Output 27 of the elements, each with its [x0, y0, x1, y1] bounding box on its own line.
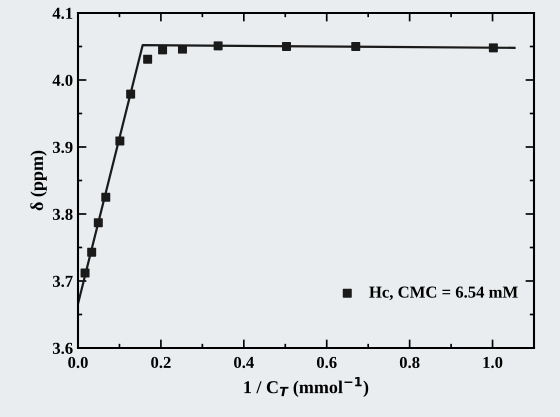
y-tick-label: 3.8 — [52, 208, 73, 220]
y-tick-label: 4.1 — [52, 8, 72, 20]
y-tick-label: 3.6 — [52, 342, 73, 354]
point — [143, 54, 152, 64]
x-tick-label: 1.0 — [483, 356, 502, 368]
y-tick-label: 3.9 — [52, 142, 73, 154]
point — [488, 43, 498, 52]
point — [282, 42, 292, 51]
point — [126, 90, 136, 99]
point — [101, 192, 110, 202]
x-tick-label: 0.4 — [234, 356, 254, 368]
y-tick-label: 4.0 — [52, 74, 73, 86]
x-tick-label: 0.2 — [151, 356, 171, 368]
y-tick-label: 3.7 — [52, 276, 73, 288]
y-axis-title: δ (ppm) — [30, 150, 47, 210]
point — [158, 45, 168, 54]
x-tick-label: 0.0 — [68, 356, 88, 368]
point — [80, 268, 90, 278]
point — [351, 42, 360, 51]
x-tick-label: 0.8 — [400, 356, 420, 368]
point — [115, 136, 124, 146]
point — [214, 41, 223, 50]
point — [94, 218, 103, 228]
x-axis-title: 1 / C$_{T}$ (mmol$^{−1}$) — [244, 377, 368, 397]
point — [87, 248, 96, 257]
legend-label: Hc, CMC = 6.54 mM — [369, 286, 518, 300]
x-tick-label: 0.6 — [316, 356, 337, 368]
